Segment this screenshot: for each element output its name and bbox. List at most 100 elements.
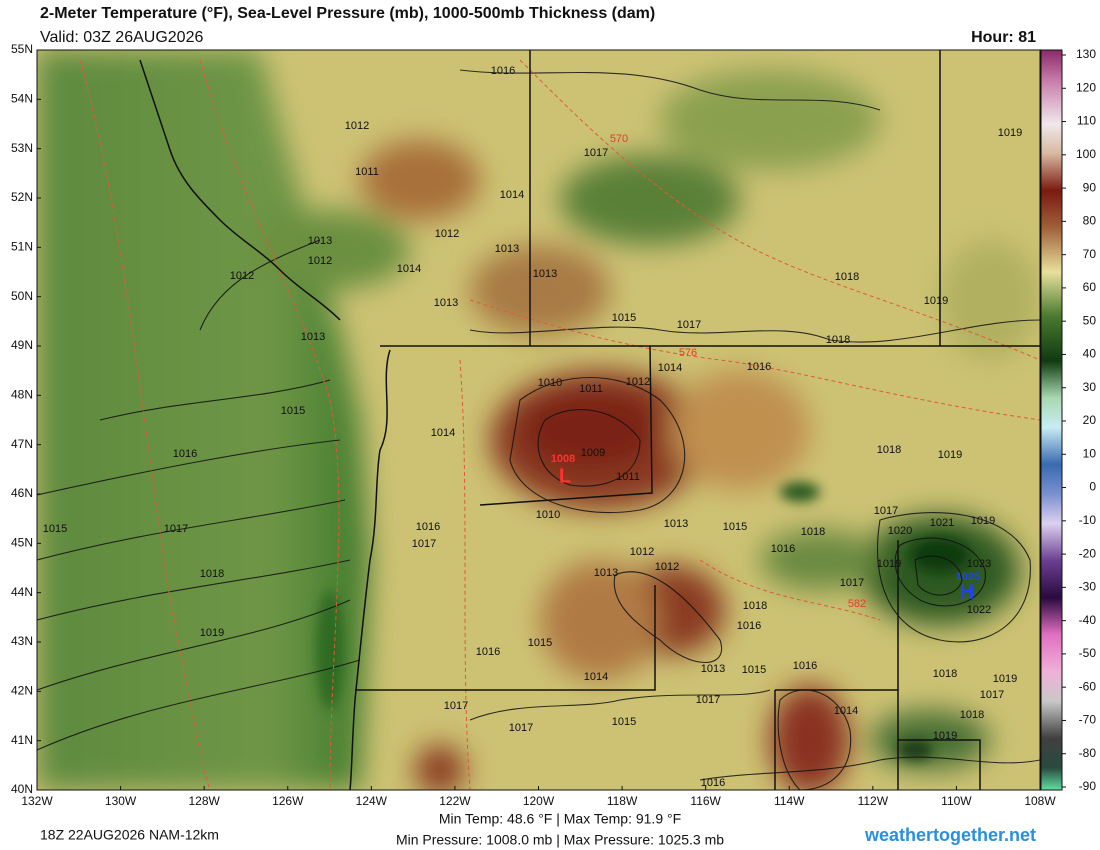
thickness-label: 570 [610, 133, 628, 145]
pressure-contour-label: 1014 [584, 671, 608, 683]
valid-time: Valid: 03Z 26AUG2026 [40, 29, 203, 46]
latitude-label: 40N [11, 782, 33, 796]
pressure-contour-label: 1010 [536, 509, 560, 521]
latitude-label: 42N [11, 684, 33, 698]
site-name[interactable]: weathertogether.net [864, 825, 1036, 845]
pressure-contour-label: 1021 [930, 517, 954, 529]
pressure-contour-label: 1019 [933, 730, 957, 742]
pressure-contour-label: 1018 [835, 271, 859, 283]
colorbar-label: -40 [1079, 613, 1097, 627]
pressure-contour-label: 1019 [938, 449, 962, 461]
longitude-label: 122W [439, 794, 471, 808]
pressure-contour-label: 1017 [584, 147, 608, 159]
colorbar-label: 30 [1083, 380, 1097, 394]
forecast-hour: Hour: 81 [971, 29, 1036, 46]
longitude-label: 118W [607, 794, 638, 808]
latitude-label: 41N [11, 733, 33, 747]
pressure-contour-label: 1015 [43, 523, 67, 535]
colorbar-label: 70 [1083, 247, 1097, 261]
latitude-label: 47N [11, 437, 33, 451]
pressure-contour-label: 1012 [308, 255, 332, 267]
pressure-contour-label: 1013 [495, 243, 519, 255]
latitude-label: 51N [11, 240, 33, 254]
colorbar-label: 0 [1089, 480, 1096, 494]
pressure-contour-label: 1016 [491, 65, 515, 77]
colorbar-label: 10 [1083, 446, 1097, 460]
pressure-contour-label: 1017 [696, 694, 720, 706]
colorbar-label: 80 [1083, 214, 1097, 228]
latitude-label: 54N [11, 92, 33, 106]
latitude-label: 55N [11, 42, 33, 56]
latitude-label: 49N [11, 338, 33, 352]
latitude-label: 48N [11, 388, 33, 402]
pressure-contour-label: 1016 [793, 660, 817, 672]
pressure-contour-label: 1012 [230, 270, 254, 282]
pressure-contour-label: 1014 [834, 705, 858, 717]
longitude-label: 132W [21, 794, 53, 808]
pressure-contour-label: 1016 [173, 448, 197, 460]
pressure-contour-label: 1016 [737, 620, 761, 632]
pressure-contour-label: 1011 [616, 471, 640, 483]
latitude-label: 45N [11, 536, 33, 550]
pressure-contour-label: 1019 [200, 627, 224, 639]
longitude-label: 116W [690, 794, 721, 808]
pressure-contour-label: 1015 [528, 637, 552, 649]
colorbar [1040, 49, 1063, 791]
longitude-label: 120W [523, 794, 555, 808]
high-pressure-value: 1025 [956, 571, 980, 583]
colorbar-label: -70 [1079, 713, 1097, 727]
colorbar-label: 50 [1083, 313, 1097, 327]
pressure-contour-label: 1013 [664, 518, 688, 530]
colorbar-label: 100 [1076, 147, 1096, 161]
pressure-contour-label: 1015 [612, 312, 636, 324]
pressure-contour-label: 1015 [742, 664, 766, 676]
pressure-contour-label: 1017 [412, 538, 436, 550]
pressure-contour-label: 1009 [581, 447, 605, 459]
pressure-contour-label: 1014 [658, 362, 682, 374]
pressure-contour-label: 1012 [345, 120, 369, 132]
pressure-contour-label: 1018 [826, 334, 850, 346]
latitude-label: 46N [11, 486, 33, 500]
model-run: 18Z 22AUG2026 NAM-12km [40, 827, 219, 843]
latitude-label: 44N [11, 585, 33, 599]
high-pressure-marker: H [960, 581, 974, 603]
longitude-label: 130W [105, 794, 137, 808]
colorbar-label: 110 [1077, 114, 1096, 128]
pressure-contour-label: 1022 [967, 604, 991, 616]
pressure-contour-label: 1018 [877, 444, 901, 456]
pressure-contour-label: 1011 [579, 383, 603, 395]
colorbar-label: 60 [1083, 280, 1097, 294]
pressure-contour-label: 1023 [967, 558, 991, 570]
pressure-contour-label: 1017 [444, 700, 468, 712]
pressure-contour-label: 1013 [434, 297, 458, 309]
colorbar-label: 120 [1076, 80, 1096, 94]
pressure-contour-label: 1011 [355, 166, 379, 178]
longitude-label: 128W [188, 794, 220, 808]
pressure-contour-label: 1017 [980, 689, 1004, 701]
thickness-label: 576 [679, 347, 697, 359]
pressure-contour-label: 1016 [747, 361, 771, 373]
pressure-contour-label: 1017 [840, 577, 864, 589]
thickness-label: 582 [848, 598, 866, 610]
pressure-contour-label: 1019 [998, 127, 1022, 139]
pressure-contour-label: 1015 [281, 405, 305, 417]
pressure-contour-label: 1015 [723, 521, 747, 533]
colorbar-label: -10 [1079, 513, 1097, 527]
low-pressure-value: 1008 [551, 453, 575, 465]
latitude-label: 53N [11, 141, 33, 155]
pressure-contour-label: 1020 [888, 525, 912, 537]
pressure-contour-label: 1012 [626, 376, 650, 388]
longitude-label: 108W [1024, 794, 1056, 808]
latitude-label: 50N [11, 289, 33, 303]
pressure-contour-label: 1016 [771, 543, 795, 555]
pressure-contour-label: 1013 [701, 663, 725, 675]
pressure-contour-label: 1019 [924, 295, 948, 307]
pressure-contour-label: 1013 [594, 567, 618, 579]
pressure-contour-label: 1016 [701, 777, 725, 789]
pressure-contour-label: 1017 [164, 523, 188, 535]
pressure-contour-label: 1019 [971, 515, 995, 527]
colorbar-label: -60 [1079, 679, 1097, 693]
colorbar-label: -50 [1079, 646, 1097, 660]
pressure-contour-label: 1016 [416, 521, 440, 533]
longitude-label: 110W [941, 794, 972, 808]
